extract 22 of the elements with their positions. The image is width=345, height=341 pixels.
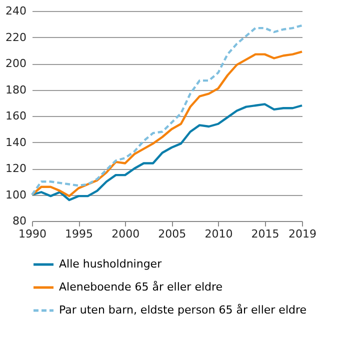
line-series <box>30 103 304 202</box>
y-tick-label: 180 <box>6 83 26 96</box>
legend-label: Alle husholdninger <box>59 258 162 270</box>
x-tick-label: 2000 <box>112 228 140 240</box>
x-tick-label: 2015 <box>251 228 280 240</box>
x-tick-label: 1990 <box>18 228 46 240</box>
line-series <box>30 50 304 198</box>
y-tick-label: 240 <box>6 4 26 18</box>
x-tick-label: 1995 <box>65 228 94 240</box>
y-tick-label: 100 <box>6 188 26 202</box>
legend-label: Aleneboende 65 år eller eldre <box>59 280 223 294</box>
y-tick-label: 140 <box>6 136 26 149</box>
x-tick-label: 2019 <box>288 228 316 240</box>
y-tick-label: 220 <box>6 30 26 44</box>
y-tick-label: 160 <box>6 110 26 122</box>
y-tick-label: 80 <box>12 214 26 228</box>
y-tick-label: 120 <box>6 162 26 175</box>
x-tick-label: 2005 <box>158 228 186 240</box>
line-series <box>30 24 304 196</box>
x-tick-label: 2010 <box>204 228 233 240</box>
legend-label: Par uten barn, eldste person 65 år eller eldre <box>59 304 307 316</box>
y-tick-label: 200 <box>6 57 26 70</box>
